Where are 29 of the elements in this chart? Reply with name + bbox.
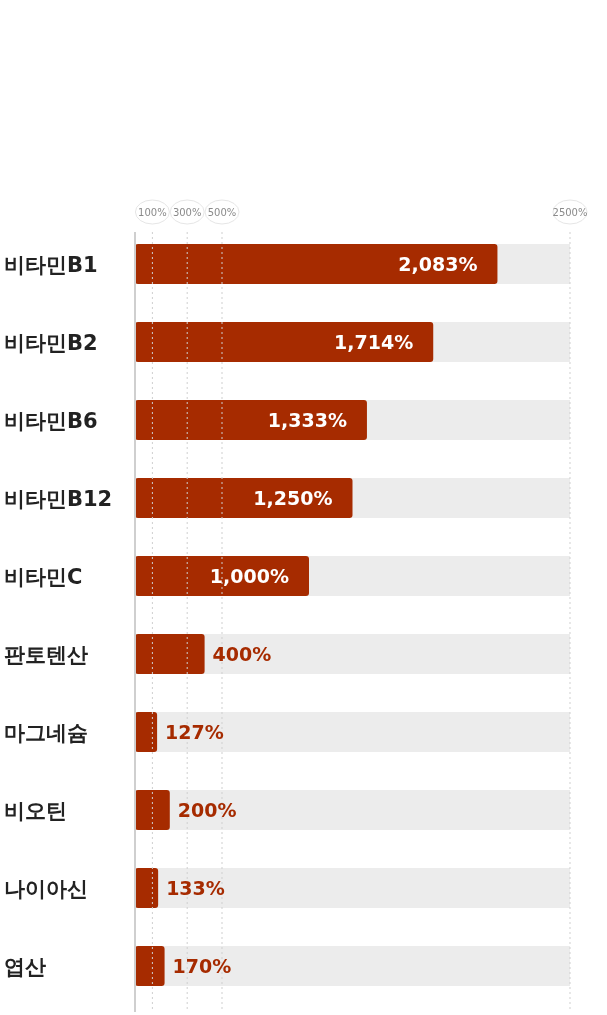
y-tick-label: 마그네슘 [4, 721, 88, 745]
data-label: 1,714% [334, 331, 414, 353]
x-tick-label: 300% [172, 207, 202, 218]
y-tick-label: 비타민B2 [4, 331, 98, 355]
bar [135, 634, 205, 674]
data-label: 2,083% [398, 253, 478, 275]
y-tick-label: 나이아신 [4, 877, 88, 901]
data-label: 200% [177, 799, 237, 821]
y-tick-label: 엽산 [4, 955, 46, 979]
y-tick-label: 비타민B6 [4, 409, 98, 433]
data-label: 1,250% [253, 487, 333, 509]
x-tick-label: 100% [138, 207, 167, 218]
y-tick-label: 비타민B12 [4, 487, 113, 511]
y-tick-label: 비타민B1 [4, 253, 98, 277]
x-tick-label: 500% [207, 207, 237, 218]
y-tick-label: 비타민C [4, 565, 83, 589]
x-tick-label: 2500% [552, 207, 588, 218]
bar [135, 946, 165, 986]
bar [135, 868, 159, 908]
bar [135, 712, 158, 752]
y-tick-label: 비오틴 [4, 799, 67, 823]
data-label: 170% [172, 955, 232, 977]
data-label: 1,000% [209, 565, 289, 587]
y-tick-label: 판토텐산 [4, 643, 88, 667]
bar [135, 790, 170, 830]
data-label: 1,333% [267, 409, 347, 431]
data-label: 127% [165, 721, 224, 743]
data-label: 133% [166, 877, 225, 899]
data-label: 400% [212, 643, 272, 665]
